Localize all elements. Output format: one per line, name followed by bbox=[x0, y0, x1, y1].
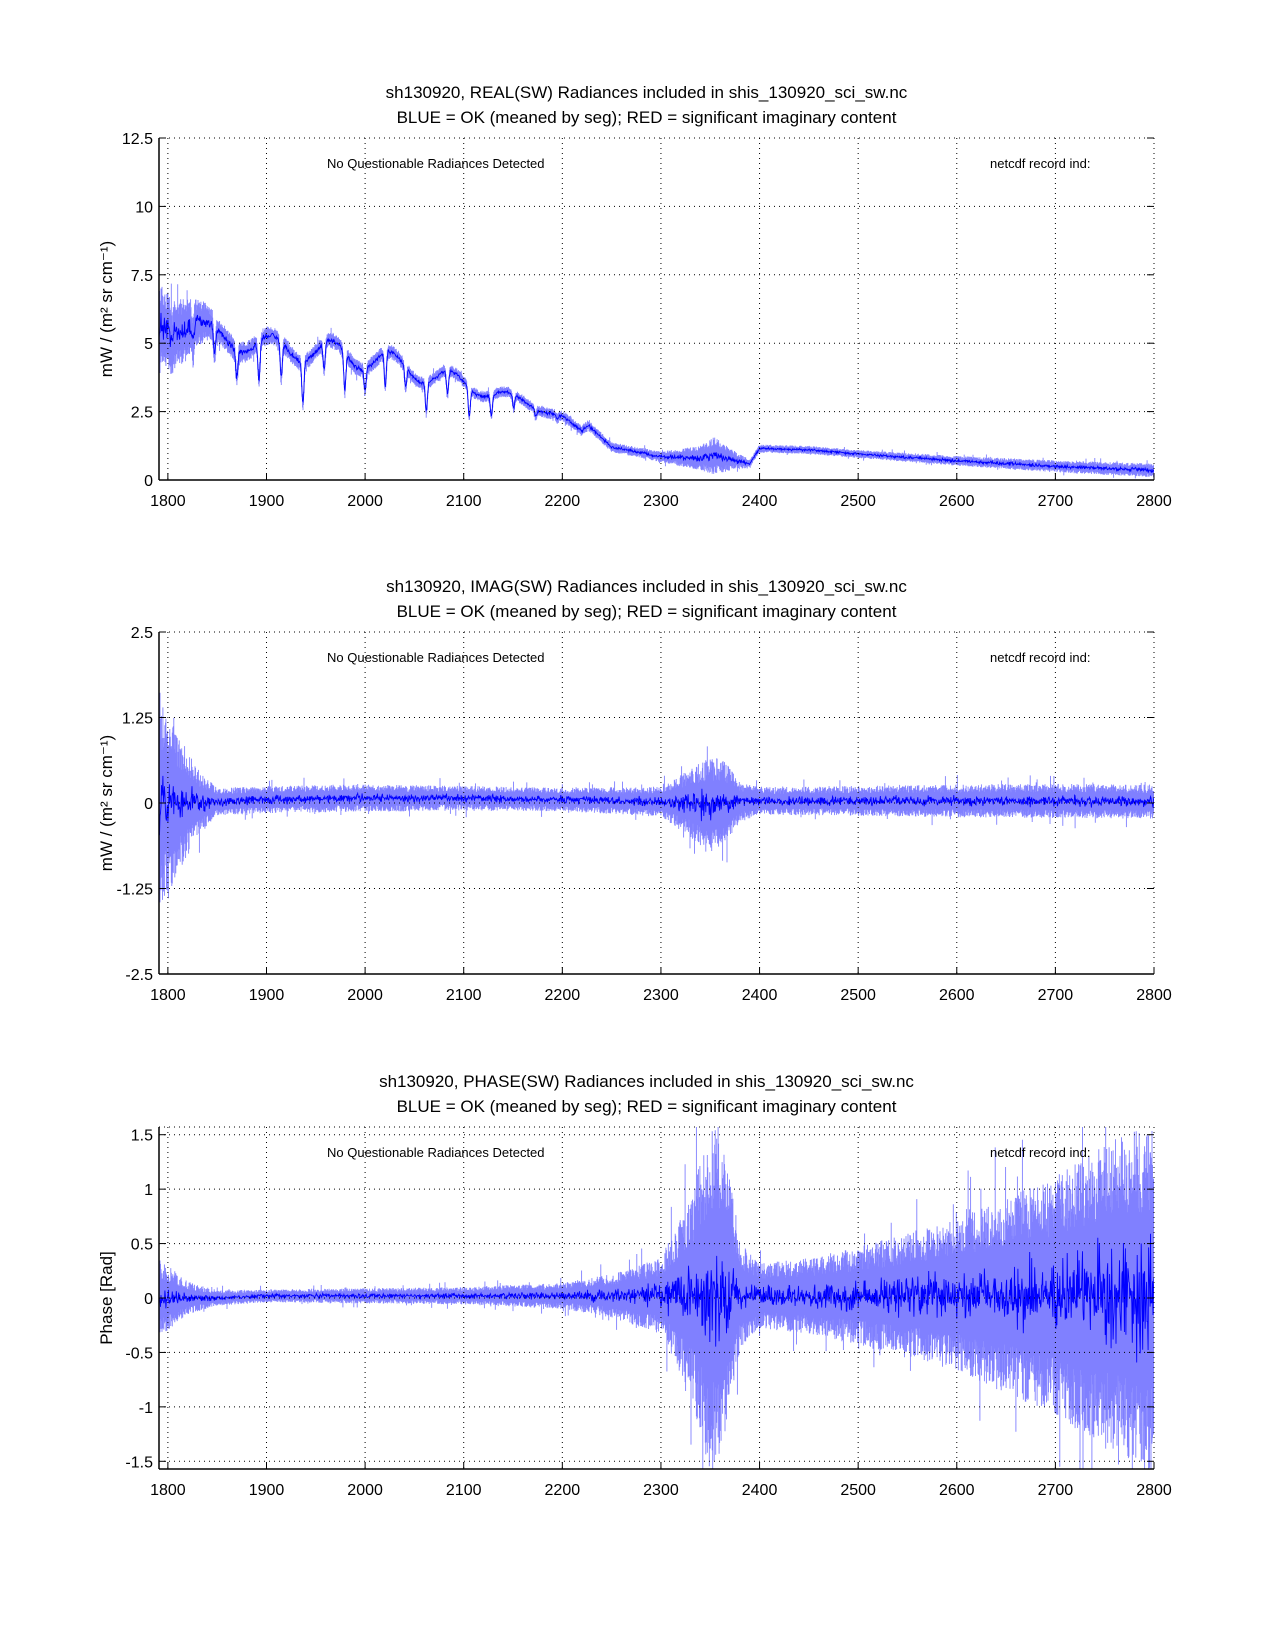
x-tick-label: 2500 bbox=[840, 493, 876, 510]
x-tick-label: 2600 bbox=[939, 1482, 975, 1499]
x-tick-label: 2800 bbox=[1136, 1482, 1172, 1499]
y-tick-label: 10 bbox=[135, 199, 153, 216]
x-tick-label: 2600 bbox=[939, 493, 975, 510]
series-all-records-envelope bbox=[159, 283, 1154, 479]
x-tick-label: 2100 bbox=[446, 1482, 482, 1499]
y-tick-label: -1.25 bbox=[117, 882, 154, 899]
y-tick-label: 0.5 bbox=[131, 1237, 153, 1254]
x-tick-label: 2000 bbox=[347, 493, 383, 510]
x-tick-label: 1900 bbox=[249, 987, 285, 1004]
y-tick-label: 0 bbox=[144, 473, 153, 490]
y-tick-label: 1.25 bbox=[122, 711, 153, 728]
series-mean-by-segment bbox=[159, 775, 1154, 836]
y-tick-label: -1.5 bbox=[125, 1454, 153, 1471]
x-tick-label: 2000 bbox=[347, 1482, 383, 1499]
y-tick-label: 12.5 bbox=[122, 131, 153, 148]
y-tick-label: 0 bbox=[144, 796, 153, 813]
annotation-netcdf-record: netcdf record ind: bbox=[990, 1145, 1090, 1160]
x-tick-label: 1900 bbox=[249, 493, 285, 510]
chart-title-line-2: BLUE = OK (meaned by seg); RED = signifi… bbox=[397, 1097, 897, 1116]
x-tick-label: 2100 bbox=[446, 987, 482, 1004]
chart-title-line-1: sh130920, REAL(SW) Radiances included in… bbox=[386, 83, 908, 102]
x-tick-label: 2400 bbox=[742, 493, 778, 510]
series-group bbox=[159, 283, 1154, 479]
chart-panel-1: sh130920, REAL(SW) Radiances included in… bbox=[97, 83, 1172, 510]
annotation-netcdf-record: netcdf record ind: bbox=[990, 650, 1090, 665]
x-tick-label: 1800 bbox=[150, 1482, 186, 1499]
x-tick-label: 2500 bbox=[840, 1482, 876, 1499]
annotation-no-questionable: No Questionable Radiances Detected bbox=[327, 156, 545, 171]
y-axis-label: mW / (m² sr cm⁻¹) bbox=[97, 735, 116, 871]
annotation-no-questionable: No Questionable Radiances Detected bbox=[327, 650, 545, 665]
y-tick-label: 2.5 bbox=[131, 625, 153, 642]
y-tick-label: 5 bbox=[144, 336, 153, 353]
x-tick-label: 2300 bbox=[643, 987, 679, 1004]
x-tick-label: 2800 bbox=[1136, 493, 1172, 510]
x-tick-label: 2200 bbox=[545, 493, 581, 510]
x-tick-label: 2300 bbox=[643, 493, 679, 510]
x-tick-label: 2400 bbox=[742, 1482, 778, 1499]
y-axis-label: Phase [Rad] bbox=[97, 1251, 116, 1345]
series-mean-by-segment bbox=[159, 312, 1154, 474]
series-mean-by-segment bbox=[159, 1233, 1154, 1363]
series-group bbox=[159, 692, 1154, 903]
x-tick-label: 2200 bbox=[545, 1482, 581, 1499]
y-axis-label: mW / (m² sr cm⁻¹) bbox=[97, 241, 116, 377]
y-tick-label: -1 bbox=[139, 1400, 153, 1417]
x-tick-label: 2700 bbox=[1038, 493, 1074, 510]
x-tick-label: 2100 bbox=[446, 493, 482, 510]
y-tick-label: -0.5 bbox=[125, 1345, 153, 1362]
annotation-no-questionable: No Questionable Radiances Detected bbox=[327, 1145, 545, 1160]
x-tick-label: 2500 bbox=[840, 987, 876, 1004]
x-tick-label: 2300 bbox=[643, 1482, 679, 1499]
x-tick-label: 2400 bbox=[742, 987, 778, 1004]
x-tick-label: 1800 bbox=[150, 493, 186, 510]
y-tick-label: 2.5 bbox=[131, 405, 153, 422]
chart-title-line-2: BLUE = OK (meaned by seg); RED = signifi… bbox=[397, 108, 897, 127]
chart-title-line-2: BLUE = OK (meaned by seg); RED = signifi… bbox=[397, 602, 897, 621]
chart-panel-3: sh130920, PHASE(SW) Radiances included i… bbox=[97, 1072, 1172, 1499]
annotation-netcdf-record: netcdf record ind: bbox=[990, 156, 1090, 171]
y-tick-label: 1.5 bbox=[131, 1128, 153, 1145]
x-tick-label: 2600 bbox=[939, 987, 975, 1004]
chart-title-line-1: sh130920, IMAG(SW) Radiances included in… bbox=[386, 577, 907, 596]
x-tick-label: 2700 bbox=[1038, 987, 1074, 1004]
x-tick-label: 1800 bbox=[150, 987, 186, 1004]
chart-panel-2: sh130920, IMAG(SW) Radiances included in… bbox=[97, 577, 1172, 1004]
x-tick-label: 2000 bbox=[347, 987, 383, 1004]
y-tick-label: 1 bbox=[144, 1182, 153, 1199]
y-tick-label: -2.5 bbox=[125, 967, 153, 984]
y-tick-label: 7.5 bbox=[131, 268, 153, 285]
x-tick-label: 2800 bbox=[1136, 987, 1172, 1004]
chart-title-line-1: sh130920, PHASE(SW) Radiances included i… bbox=[379, 1072, 914, 1091]
series-group bbox=[159, 1127, 1154, 1469]
y-tick-label: 0 bbox=[144, 1291, 153, 1308]
x-tick-label: 2200 bbox=[545, 987, 581, 1004]
x-tick-label: 2700 bbox=[1038, 1482, 1074, 1499]
x-tick-label: 1900 bbox=[249, 1482, 285, 1499]
series-all-records-envelope bbox=[159, 692, 1154, 903]
